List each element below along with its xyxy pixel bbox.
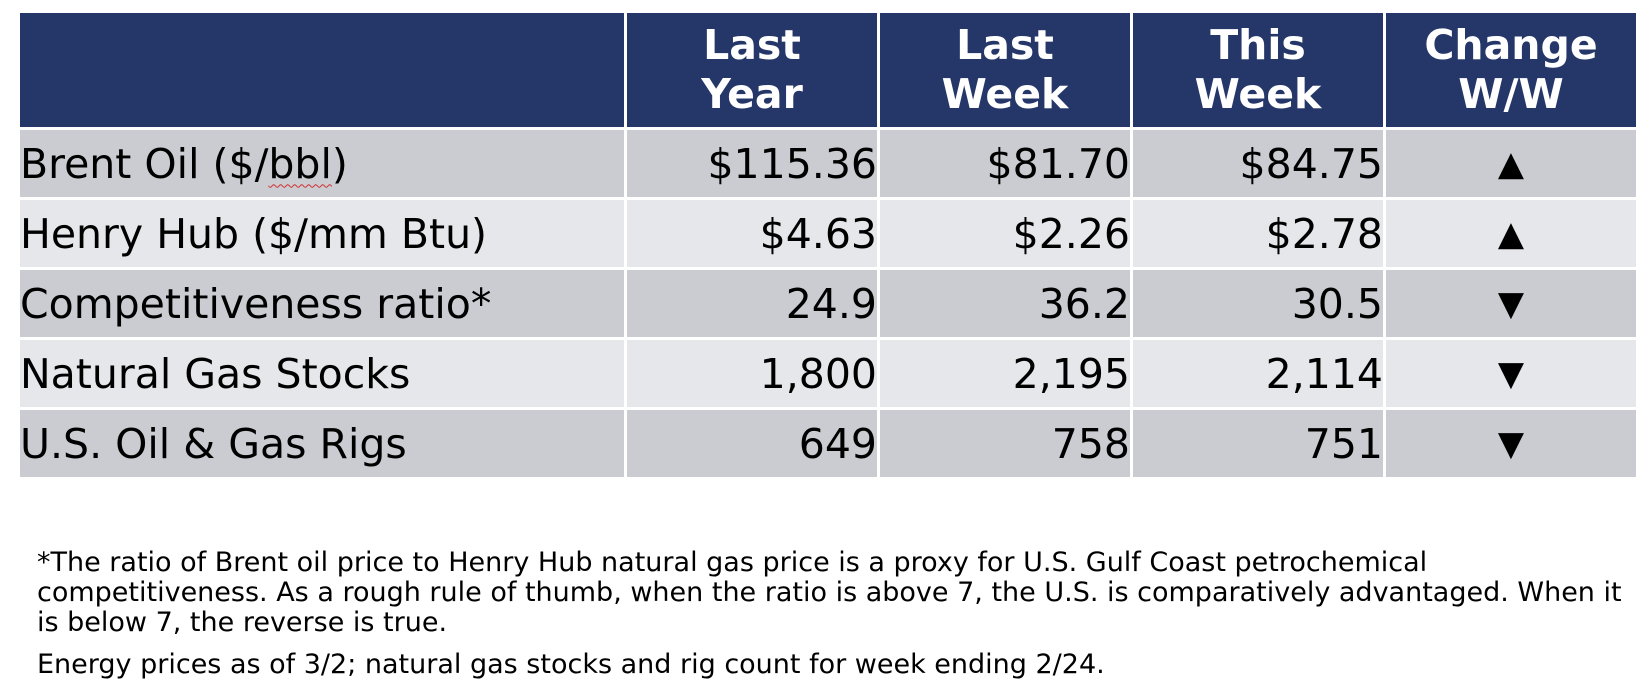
table-row-henry-hub: Henry Hub ($/mm Btu) $4.63 $2.26 $2.78 ▲ [20, 200, 1636, 267]
table-header: Last Year Last Week This Week Change W/W [20, 13, 1636, 127]
triangle-down-icon: ▼ [1386, 340, 1636, 407]
table-row-competitiveness-ratio: Competitiveness ratio* 24.9 36.2 30.5 ▼ [20, 270, 1636, 337]
cell-last-week: 2,195 [880, 340, 1130, 407]
header-last-year: Last Year [627, 13, 877, 127]
table-row-natural-gas-stocks: Natural Gas Stocks 1,800 2,195 2,114 ▼ [20, 340, 1636, 407]
cell-last-year: 649 [627, 410, 877, 477]
cell-last-year: 1,800 [627, 340, 877, 407]
energy-indicators-table: Last Year Last Week This Week Change W/W… [17, 10, 1639, 480]
row-label: Brent Oil ($/bbl) [20, 130, 624, 197]
cell-last-year: $4.63 [627, 200, 877, 267]
row-label: Henry Hub ($/mm Btu) [20, 200, 624, 267]
triangle-down-icon: ▼ [1386, 270, 1636, 337]
header-row: Last Year Last Week This Week Change W/W [20, 13, 1636, 127]
data-as-of-note: Energy prices as of 3/2; natural gas sto… [37, 649, 1105, 680]
cell-last-week: $81.70 [880, 130, 1130, 197]
table-body: Brent Oil ($/bbl) $115.36 $81.70 $84.75 … [20, 130, 1636, 477]
table-row-us-oil-gas-rigs: U.S. Oil & Gas Rigs 649 758 751 ▼ [20, 410, 1636, 477]
cell-this-week: $2.78 [1133, 200, 1383, 267]
ratio-footnote: *The ratio of Brent oil price to Henry H… [37, 547, 1622, 638]
header-blank-cell [20, 13, 624, 127]
cell-this-week: $84.75 [1133, 130, 1383, 197]
table-notes: *The ratio of Brent oil price to Henry H… [37, 548, 1637, 680]
cell-last-year: 24.9 [627, 270, 877, 337]
cell-last-week: $2.26 [880, 200, 1130, 267]
header-this-week: This Week [1133, 13, 1383, 127]
triangle-up-icon: ▲ [1386, 130, 1636, 197]
triangle-up-icon: ▲ [1386, 200, 1636, 267]
row-label: Natural Gas Stocks [20, 340, 624, 407]
cell-this-week: 751 [1133, 410, 1383, 477]
header-change-ww: Change W/W [1386, 13, 1636, 127]
row-label: Competitiveness ratio* [20, 270, 624, 337]
cell-last-week: 36.2 [880, 270, 1130, 337]
cell-last-year: $115.36 [627, 130, 877, 197]
triangle-down-icon: ▼ [1386, 410, 1636, 477]
cell-this-week: 30.5 [1133, 270, 1383, 337]
cell-this-week: 2,114 [1133, 340, 1383, 407]
table-row-brent-oil: Brent Oil ($/bbl) $115.36 $81.70 $84.75 … [20, 130, 1636, 197]
cell-last-week: 758 [880, 410, 1130, 477]
row-label: U.S. Oil & Gas Rigs [20, 410, 624, 477]
spellcheck-flagged-word: bbl [268, 139, 332, 188]
header-last-week: Last Week [880, 13, 1130, 127]
